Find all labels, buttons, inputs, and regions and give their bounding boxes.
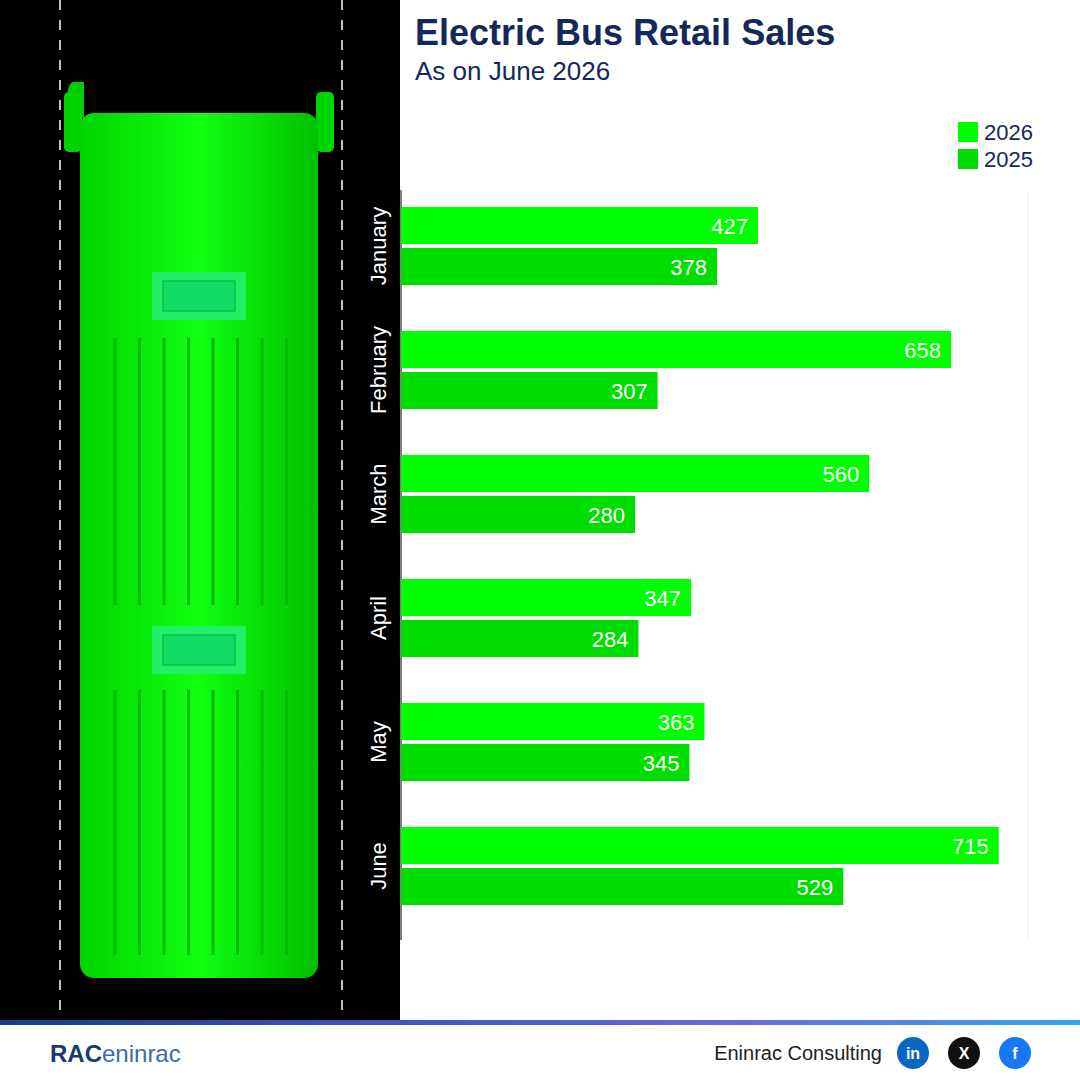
roof-hatch	[163, 635, 235, 665]
data-label: 284	[592, 627, 629, 652]
bus-body	[80, 113, 318, 978]
bar	[401, 579, 691, 616]
legend-swatch	[958, 149, 978, 169]
brand: Eninrac Consulting	[714, 1042, 882, 1064]
bar	[401, 496, 635, 533]
bar	[401, 868, 843, 905]
roof-vent	[138, 338, 141, 605]
logo: RACeninrac	[50, 1040, 181, 1067]
bus-illustration	[64, 82, 334, 978]
background	[0, 0, 1080, 1080]
roof-vent	[212, 338, 215, 605]
bar	[401, 703, 704, 740]
legend-label: 2026	[984, 120, 1033, 145]
bar	[401, 372, 658, 409]
data-label: 658	[904, 338, 941, 363]
social-label: X	[959, 1045, 970, 1062]
subtitle: As on June 2026	[415, 56, 610, 86]
roof-vent	[163, 690, 166, 955]
data-label: 529	[797, 875, 834, 900]
roof-vent	[236, 338, 239, 605]
roof-vent	[261, 338, 264, 605]
data-label: 427	[711, 214, 748, 239]
legend: 20262025	[958, 120, 1033, 172]
data-label: 363	[658, 710, 695, 735]
social-icon	[948, 1037, 980, 1069]
social-label: f	[1012, 1045, 1018, 1062]
road-panel	[0, 0, 400, 1020]
lane-line	[341, 0, 343, 1020]
roof-vent	[236, 690, 239, 955]
legend-label: 2025	[984, 147, 1033, 172]
roof-vent	[138, 690, 141, 955]
bar	[401, 207, 758, 244]
logo-part: eninrac	[102, 1040, 181, 1067]
footer-line	[0, 1020, 1080, 1025]
category-label: February	[366, 326, 391, 414]
roof-hatch	[152, 626, 246, 674]
data-labels: 427378 658 307 560 280 347 284 363 345 715 529	[588, 214, 988, 900]
title: Electric Bus Retail Sales	[415, 12, 835, 53]
social-icon	[897, 1037, 929, 1069]
category-label: January	[366, 207, 391, 285]
data-label: 280	[588, 503, 625, 528]
bar	[401, 744, 689, 781]
roof-hatch	[152, 272, 246, 320]
bar	[401, 331, 951, 368]
data-label: 715	[952, 834, 989, 859]
data-label: 307	[611, 379, 648, 404]
roof-vent	[285, 690, 288, 955]
bar	[401, 455, 869, 492]
category-label: March	[366, 463, 391, 524]
roof-vent	[187, 690, 190, 955]
bar	[401, 248, 717, 285]
bar	[401, 620, 638, 657]
roof-hatch	[163, 281, 235, 311]
logo-part: RAC	[50, 1040, 102, 1067]
roof-vent	[163, 338, 166, 605]
social-icon	[999, 1037, 1031, 1069]
page: Electric Bus Retail SalesAs on June 2026…	[0, 0, 1080, 1080]
social-label: in	[906, 1045, 920, 1062]
roof-vent	[261, 690, 264, 955]
roof-vent	[114, 338, 117, 605]
roof-vent	[114, 690, 117, 955]
mirror	[64, 92, 82, 152]
lane-line	[59, 0, 61, 1020]
roof-vent	[212, 690, 215, 955]
category-label: May	[366, 721, 391, 763]
bar	[401, 827, 999, 864]
roof-vent	[285, 338, 288, 605]
mirror	[316, 92, 334, 152]
axis-end-line	[1028, 190, 1029, 940]
legend-swatch	[958, 122, 978, 142]
roof-vent	[187, 338, 190, 605]
data-label: 347	[644, 586, 681, 611]
data-label: 378	[670, 255, 707, 280]
data-label: 345	[643, 751, 680, 776]
bars	[401, 207, 999, 905]
category-label: April	[366, 596, 391, 640]
category-label: June	[366, 842, 391, 890]
data-label: 560	[822, 462, 859, 487]
